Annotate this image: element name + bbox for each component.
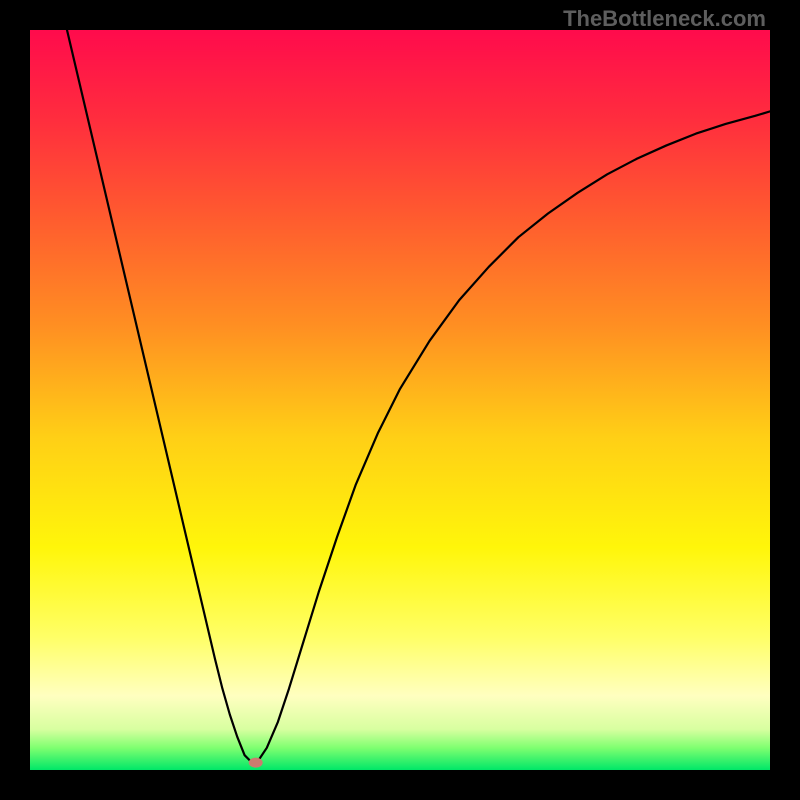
optimum-marker [249,758,263,768]
gradient-background [30,30,770,770]
chart-frame: TheBottleneck.com [0,0,800,800]
bottleneck-curve-chart [30,30,770,770]
plot-area [30,30,770,770]
watermark-text: TheBottleneck.com [563,6,766,32]
